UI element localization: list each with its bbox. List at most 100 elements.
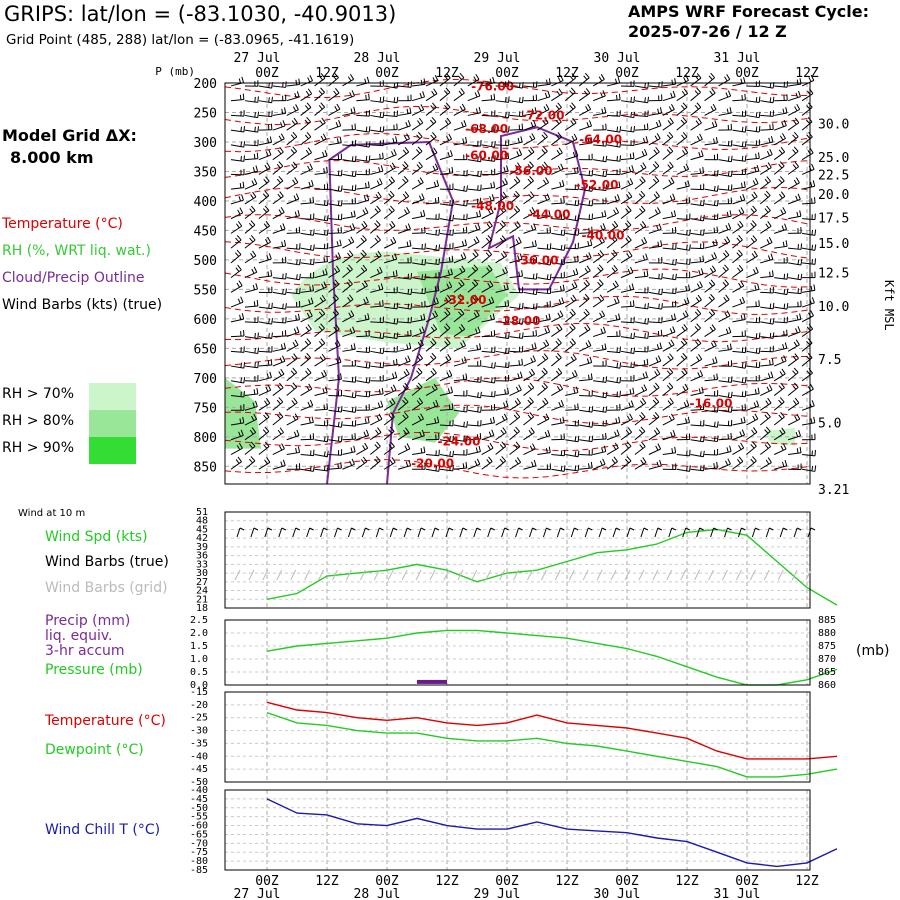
wind-barb-feather: [449, 451, 451, 457]
isotherm-line: [224, 78, 811, 99]
wind-barb: [328, 232, 342, 234]
wind-barb-feather: [563, 229, 566, 236]
wind-barb-feather: [602, 171, 605, 177]
wind-barb-feather: [519, 253, 523, 260]
wind-barb: [676, 315, 689, 323]
wind-barb: [676, 388, 689, 396]
wind-barb: [425, 422, 439, 426]
wind-barb: [759, 180, 771, 190]
wind-barb-feather: [779, 371, 784, 376]
wind-barb: [579, 395, 593, 397]
wind-barb: [537, 372, 548, 382]
wind-barb-feather: [318, 90, 323, 95]
wind-barb: [509, 336, 523, 339]
wind-barb: [551, 372, 563, 382]
wind-barb: [272, 387, 284, 396]
wind-barb: [648, 373, 661, 382]
wind-barb: [369, 239, 381, 249]
wind-barb-feather: [311, 179, 314, 187]
wind-barb-feather: [668, 341, 672, 347]
wind-barb-feather: [603, 445, 607, 452]
wind-barb: [481, 254, 493, 264]
wind-barb: [244, 224, 256, 234]
wind-barb: [662, 136, 674, 146]
wind-barb-feather: [668, 179, 672, 185]
wind-barb-feather: [368, 93, 370, 100]
wind-barb-feather: [473, 312, 478, 318]
wind-barb: [425, 468, 439, 472]
isotherm-label: -32.00: [444, 293, 487, 307]
wind-barb-feather: [668, 367, 674, 373]
wind-barb: [439, 454, 453, 458]
wind-barb: [676, 372, 688, 382]
isotherm-label: -48.00: [471, 199, 514, 213]
upper-frame: [224, 82, 811, 485]
wind-barb-feather: [318, 311, 323, 316]
wind-barb: [230, 365, 244, 369]
wind-barb-feather: [504, 178, 508, 184]
wind-barb: [690, 375, 703, 382]
wind-barb-feather: [519, 371, 523, 378]
wind-barb-feather: [366, 76, 370, 83]
surface-wind-barb: [487, 527, 492, 538]
wind-barb-feather: [727, 90, 732, 97]
wind-barb: [369, 445, 381, 455]
wind-barb-feather: [405, 461, 409, 467]
wind-barb: [523, 85, 537, 88]
wind-barb-feather: [604, 106, 607, 114]
wind-barb: [551, 315, 564, 323]
wind-barb-feather: [320, 135, 324, 141]
wind-barb: [634, 321, 648, 325]
wind-barb: [579, 454, 593, 456]
wind-barb-feather: [291, 120, 296, 125]
wind-barb-feather: [239, 314, 242, 320]
wind-barb: [495, 393, 509, 397]
wind-barb-feather: [656, 207, 661, 213]
wind-barb: [648, 465, 662, 470]
wind-barb-feather: [337, 200, 340, 206]
wind-barb: [606, 365, 620, 369]
wind-barb-feather: [367, 416, 370, 423]
wind-barb: [620, 170, 634, 175]
grid-wind-barb: [332, 569, 338, 581]
wind-barb: [453, 142, 467, 146]
wind-barb-feather: [271, 318, 274, 325]
wind-barb-feather: [652, 163, 657, 169]
wind-barb-feather: [305, 326, 310, 332]
wind-barb: [718, 450, 732, 456]
wind-barb: [383, 416, 395, 426]
wind-barb-feather: [276, 163, 281, 169]
isotherm-line: [224, 160, 811, 178]
surface-wind-barb: [755, 527, 760, 531]
wind-barb-feather: [432, 131, 437, 138]
wind-barb-feather: [766, 441, 772, 447]
wind-barb-feather: [708, 282, 713, 287]
wind-barb-feather: [569, 75, 574, 81]
wind-barb-feather: [488, 220, 493, 227]
wind-barb-feather: [639, 178, 644, 184]
wind-barb: [300, 421, 314, 426]
wind-barb-feather: [618, 416, 621, 423]
wind-barb: [774, 85, 788, 88]
wind-barb: [370, 114, 384, 119]
wind-barb: [662, 83, 676, 87]
wind-barb-feather: [237, 220, 243, 227]
precip-accum-label: 3-hr accum: [45, 643, 125, 659]
surface-wind-barb: [654, 527, 659, 538]
wind-barb-feather: [448, 256, 451, 263]
wind-barb: [732, 422, 746, 426]
wind-barb-feather: [669, 353, 674, 359]
wind-barb: [578, 298, 590, 308]
wind-barb-feather: [333, 326, 338, 332]
wind-barb-feather: [571, 102, 576, 108]
surface-wind-barb: [323, 527, 328, 531]
wind-barb-feather: [240, 141, 243, 147]
wind-barb: [746, 405, 759, 411]
wind-barb-feather: [611, 252, 616, 257]
wind-barb-feather: [466, 421, 469, 428]
wind-barb-feather: [615, 207, 620, 213]
wind-barb: [620, 405, 634, 411]
wind-barb-feather: [758, 96, 761, 103]
forecast-cycle-label: AMPS WRF Forecast Cycle:: [628, 2, 870, 21]
wind-barb: [356, 114, 370, 117]
